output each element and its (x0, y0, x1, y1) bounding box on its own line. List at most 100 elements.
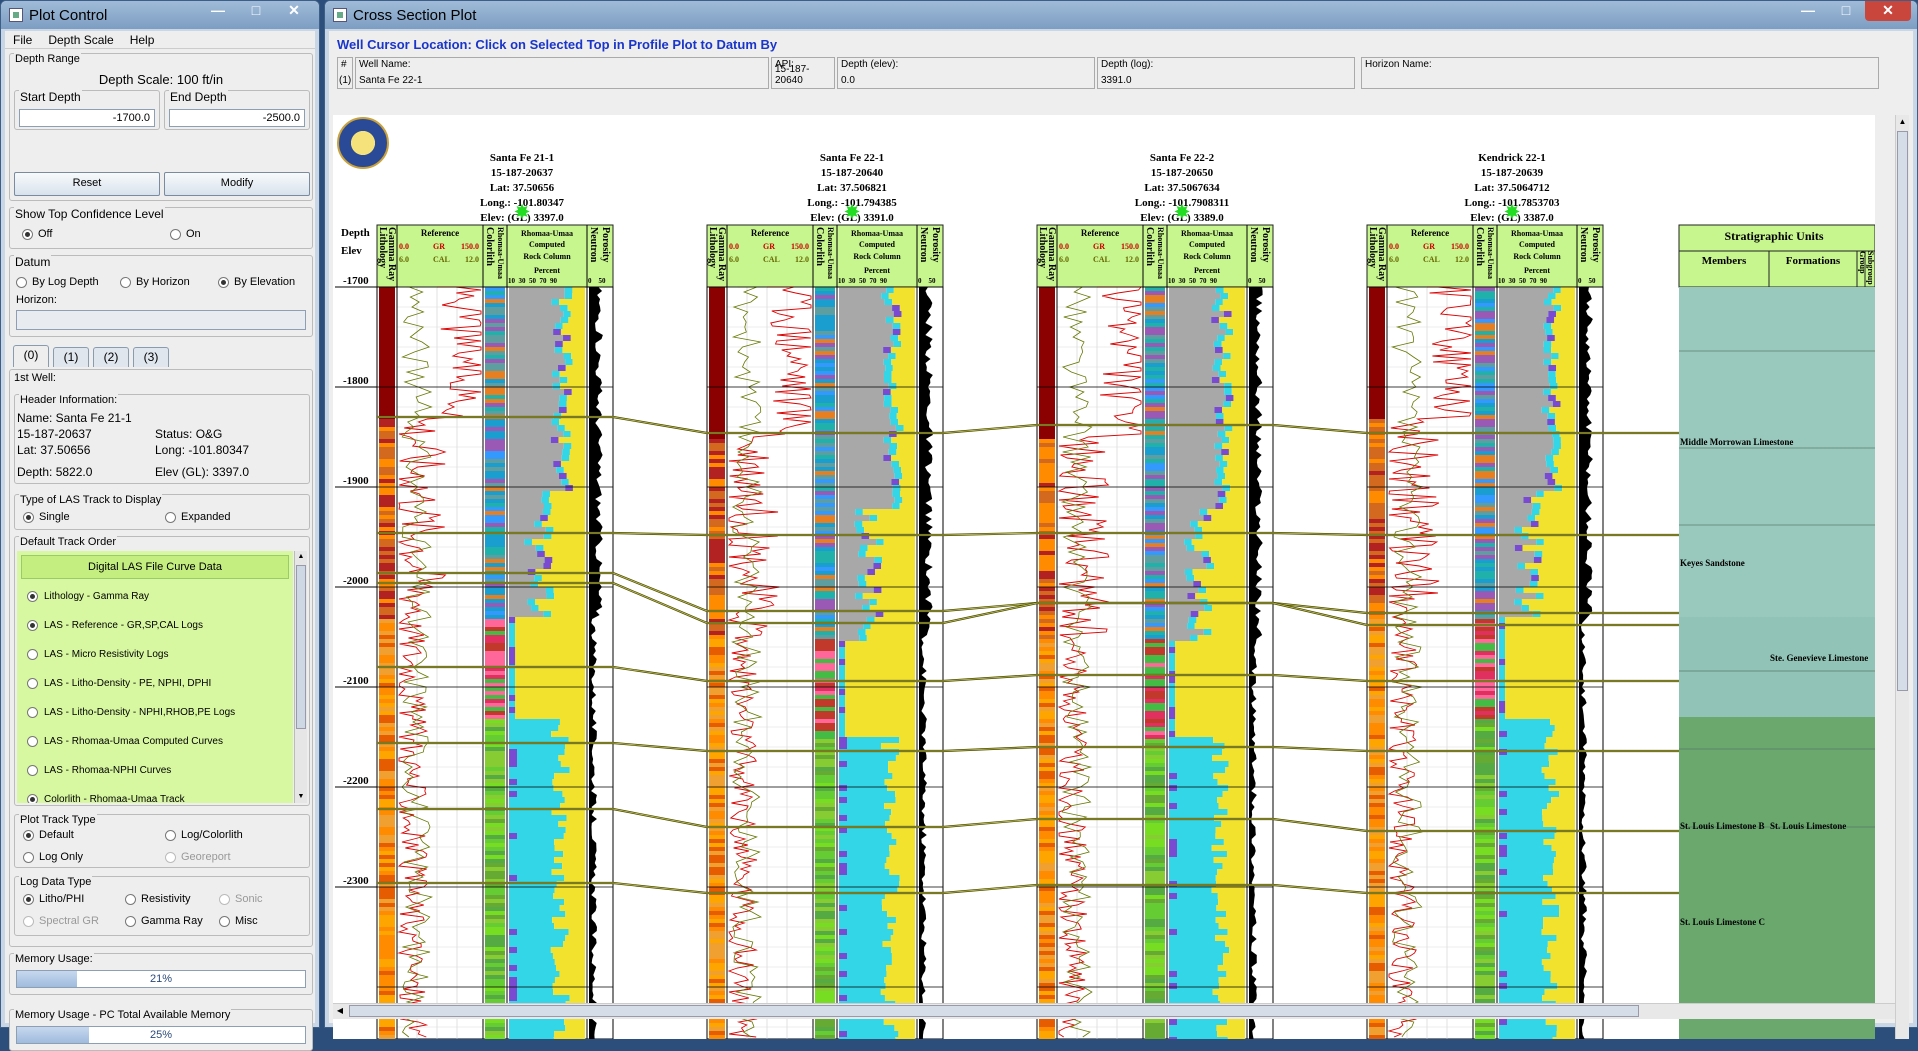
lithology-band (379, 991, 395, 995)
track-type-georeport-radio[interactable]: Georeport (165, 851, 231, 863)
rock-shale (509, 311, 564, 317)
rock-sandstone (1223, 959, 1245, 965)
rock-dolomite (867, 569, 875, 575)
colorlith-band (815, 1035, 835, 1039)
lithology-band (379, 335, 395, 339)
track-item-rhomaa-nphi[interactable]: LAS - Rhomaa-NPHI Curves (21, 759, 273, 781)
rock-shale (509, 347, 555, 353)
rock-limestone (542, 491, 550, 497)
menu-depth-scale[interactable]: Depth Scale (48, 33, 114, 47)
tab-0[interactable]: (0) (13, 345, 49, 367)
plot-track-type-group: Plot Track Type Default Log/Colorlith Lo… (14, 814, 310, 868)
horizontal-scrollbar[interactable]: ◀ (333, 1003, 1895, 1019)
lithology-band (1039, 935, 1055, 939)
colorlith-band (1475, 823, 1495, 827)
data-sonic-radio[interactable]: Sonic (219, 893, 263, 905)
scroll-up-arrow-icon[interactable]: ▲ (1898, 117, 1907, 126)
rock-limestone (1215, 299, 1223, 305)
maximize-button[interactable]: □ (1841, 2, 1851, 18)
colorlith-band (1475, 471, 1495, 475)
track-item-litho-density-pe[interactable]: LAS - Litho-Density - PE, NPHI, DPHI (21, 672, 273, 694)
track-item-reference[interactable]: LAS - Reference - GR,SP,CAL Logs (21, 614, 273, 636)
lithology-band (1369, 523, 1385, 527)
scroll-left-arrow-icon[interactable]: ◀ (336, 1006, 344, 1015)
start-depth-input[interactable]: -1700.0 (19, 109, 155, 127)
track-item-lithology[interactable]: Lithology - Gamma Ray (21, 585, 273, 607)
colorlith-band (1475, 863, 1495, 867)
rock-limestone (1169, 683, 1176, 689)
horizontal-scroll-thumb[interactable] (349, 1005, 1639, 1017)
lithology-band (1369, 423, 1385, 427)
rock-sandstone (1209, 551, 1245, 557)
rock-dolomite (883, 389, 891, 395)
lithology-band (379, 519, 395, 523)
data-misc-radio[interactable]: Misc (219, 915, 258, 927)
rock-sandstone (1542, 815, 1575, 821)
track-type-log-only-radio[interactable]: Log Only (23, 851, 83, 863)
tab-3[interactable]: (3) (133, 347, 169, 367)
confidence-on-radio[interactable]: On (170, 228, 201, 240)
cross-section-plot[interactable]: Depth Elev -1700 -1800 -1900 -2000 -2100 -220… (333, 115, 1875, 1039)
rock-shale (839, 593, 856, 599)
data-litho-phi-radio[interactable]: Litho/PHI (23, 893, 84, 905)
rock-limestone (1536, 539, 1544, 545)
close-button[interactable]: ✕ (1865, 1, 1911, 21)
scroll-down-arrow-icon[interactable]: ▼ (297, 793, 305, 800)
tab-1[interactable]: (1) (53, 347, 89, 367)
rock-shale (839, 335, 891, 341)
scroll-up-arrow-icon[interactable]: ▲ (297, 553, 305, 560)
cross-section-titlebar[interactable]: Cross Section Plot — □ ✕ (325, 1, 1917, 29)
rock-sandstone (884, 863, 915, 869)
rock-limestone (564, 293, 573, 299)
confidence-off-radio[interactable]: Off (22, 228, 52, 240)
data-spectral-gr-radio[interactable]: Spectral GR (23, 915, 99, 927)
modify-button[interactable]: Modify (164, 172, 310, 196)
minimize-button[interactable]: — (211, 2, 225, 18)
scroll-thumb[interactable] (296, 565, 306, 729)
track-type-default-radio[interactable]: Default (23, 829, 74, 841)
datum-elevation-radio[interactable]: By Elevation (218, 276, 295, 288)
datum-log-depth-radio[interactable]: By Log Depth (16, 276, 99, 288)
rock-limestone (509, 875, 565, 881)
ru-title: Rhomaa-Umaa (851, 229, 903, 238)
data-resistivity-radio[interactable]: Resistivity (125, 893, 191, 905)
minimize-button[interactable]: — (1801, 2, 1815, 18)
menu-help[interactable]: Help (129, 33, 155, 47)
track-item-litho-density-nphi[interactable]: LAS - Litho-Density - NPHI,RHOB,PE Logs (21, 701, 273, 723)
rock-shale (509, 437, 551, 443)
maximize-button[interactable]: □ (251, 2, 261, 18)
rock-limestone (1543, 389, 1551, 395)
vertical-scroll-thumb[interactable] (1897, 131, 1908, 691)
menu-file[interactable]: File (13, 33, 33, 47)
rock-sandstone (559, 719, 585, 725)
rock-limestone (509, 731, 552, 737)
track-order-scrollbar[interactable]: ▲ ▼ (294, 551, 307, 803)
track-item-rhomaa-umaa[interactable]: LAS - Rhomaa-Umaa Computed Curves (21, 730, 273, 752)
end-depth-input[interactable]: -2500.0 (169, 109, 305, 127)
horizon-input[interactable] (16, 310, 306, 330)
rock-sandstone (845, 689, 915, 695)
rock-limestone (509, 1031, 555, 1037)
track-type-log-colorlith-radio[interactable]: Log/Colorlith (165, 829, 243, 841)
plot-control-titlebar[interactable]: Plot Control — □ ✕ (1, 1, 319, 29)
lithology-band (1369, 835, 1385, 839)
lithology-band (1039, 759, 1055, 763)
colorlith-band (1145, 835, 1165, 839)
rock-sandstone (1222, 953, 1245, 959)
rock-limestone (509, 839, 555, 845)
tab-2[interactable]: (2) (93, 347, 129, 367)
colorlith-band (1145, 1019, 1165, 1023)
rock-sandstone (897, 443, 915, 449)
data-gamma-ray-radio[interactable]: Gamma Ray (125, 915, 203, 927)
track-item-micro-resistivity[interactable]: LAS - Micro Resistivity Logs (21, 643, 273, 665)
colorlith-band (815, 1023, 835, 1027)
colorlith-band (815, 863, 835, 867)
las-expanded-radio[interactable]: Expanded (165, 511, 231, 523)
las-single-radio[interactable]: Single (23, 511, 70, 523)
track-item-colorlith[interactable]: Colorlith - Rhomaa-Umaa Track (21, 788, 273, 803)
lithology-band (1369, 527, 1385, 531)
close-button[interactable]: ✕ (288, 2, 300, 18)
datum-horizon-radio[interactable]: By Horizon (120, 276, 190, 288)
vertical-scrollbar[interactable]: ▲ (1895, 115, 1909, 1039)
reset-button[interactable]: Reset (14, 172, 160, 196)
